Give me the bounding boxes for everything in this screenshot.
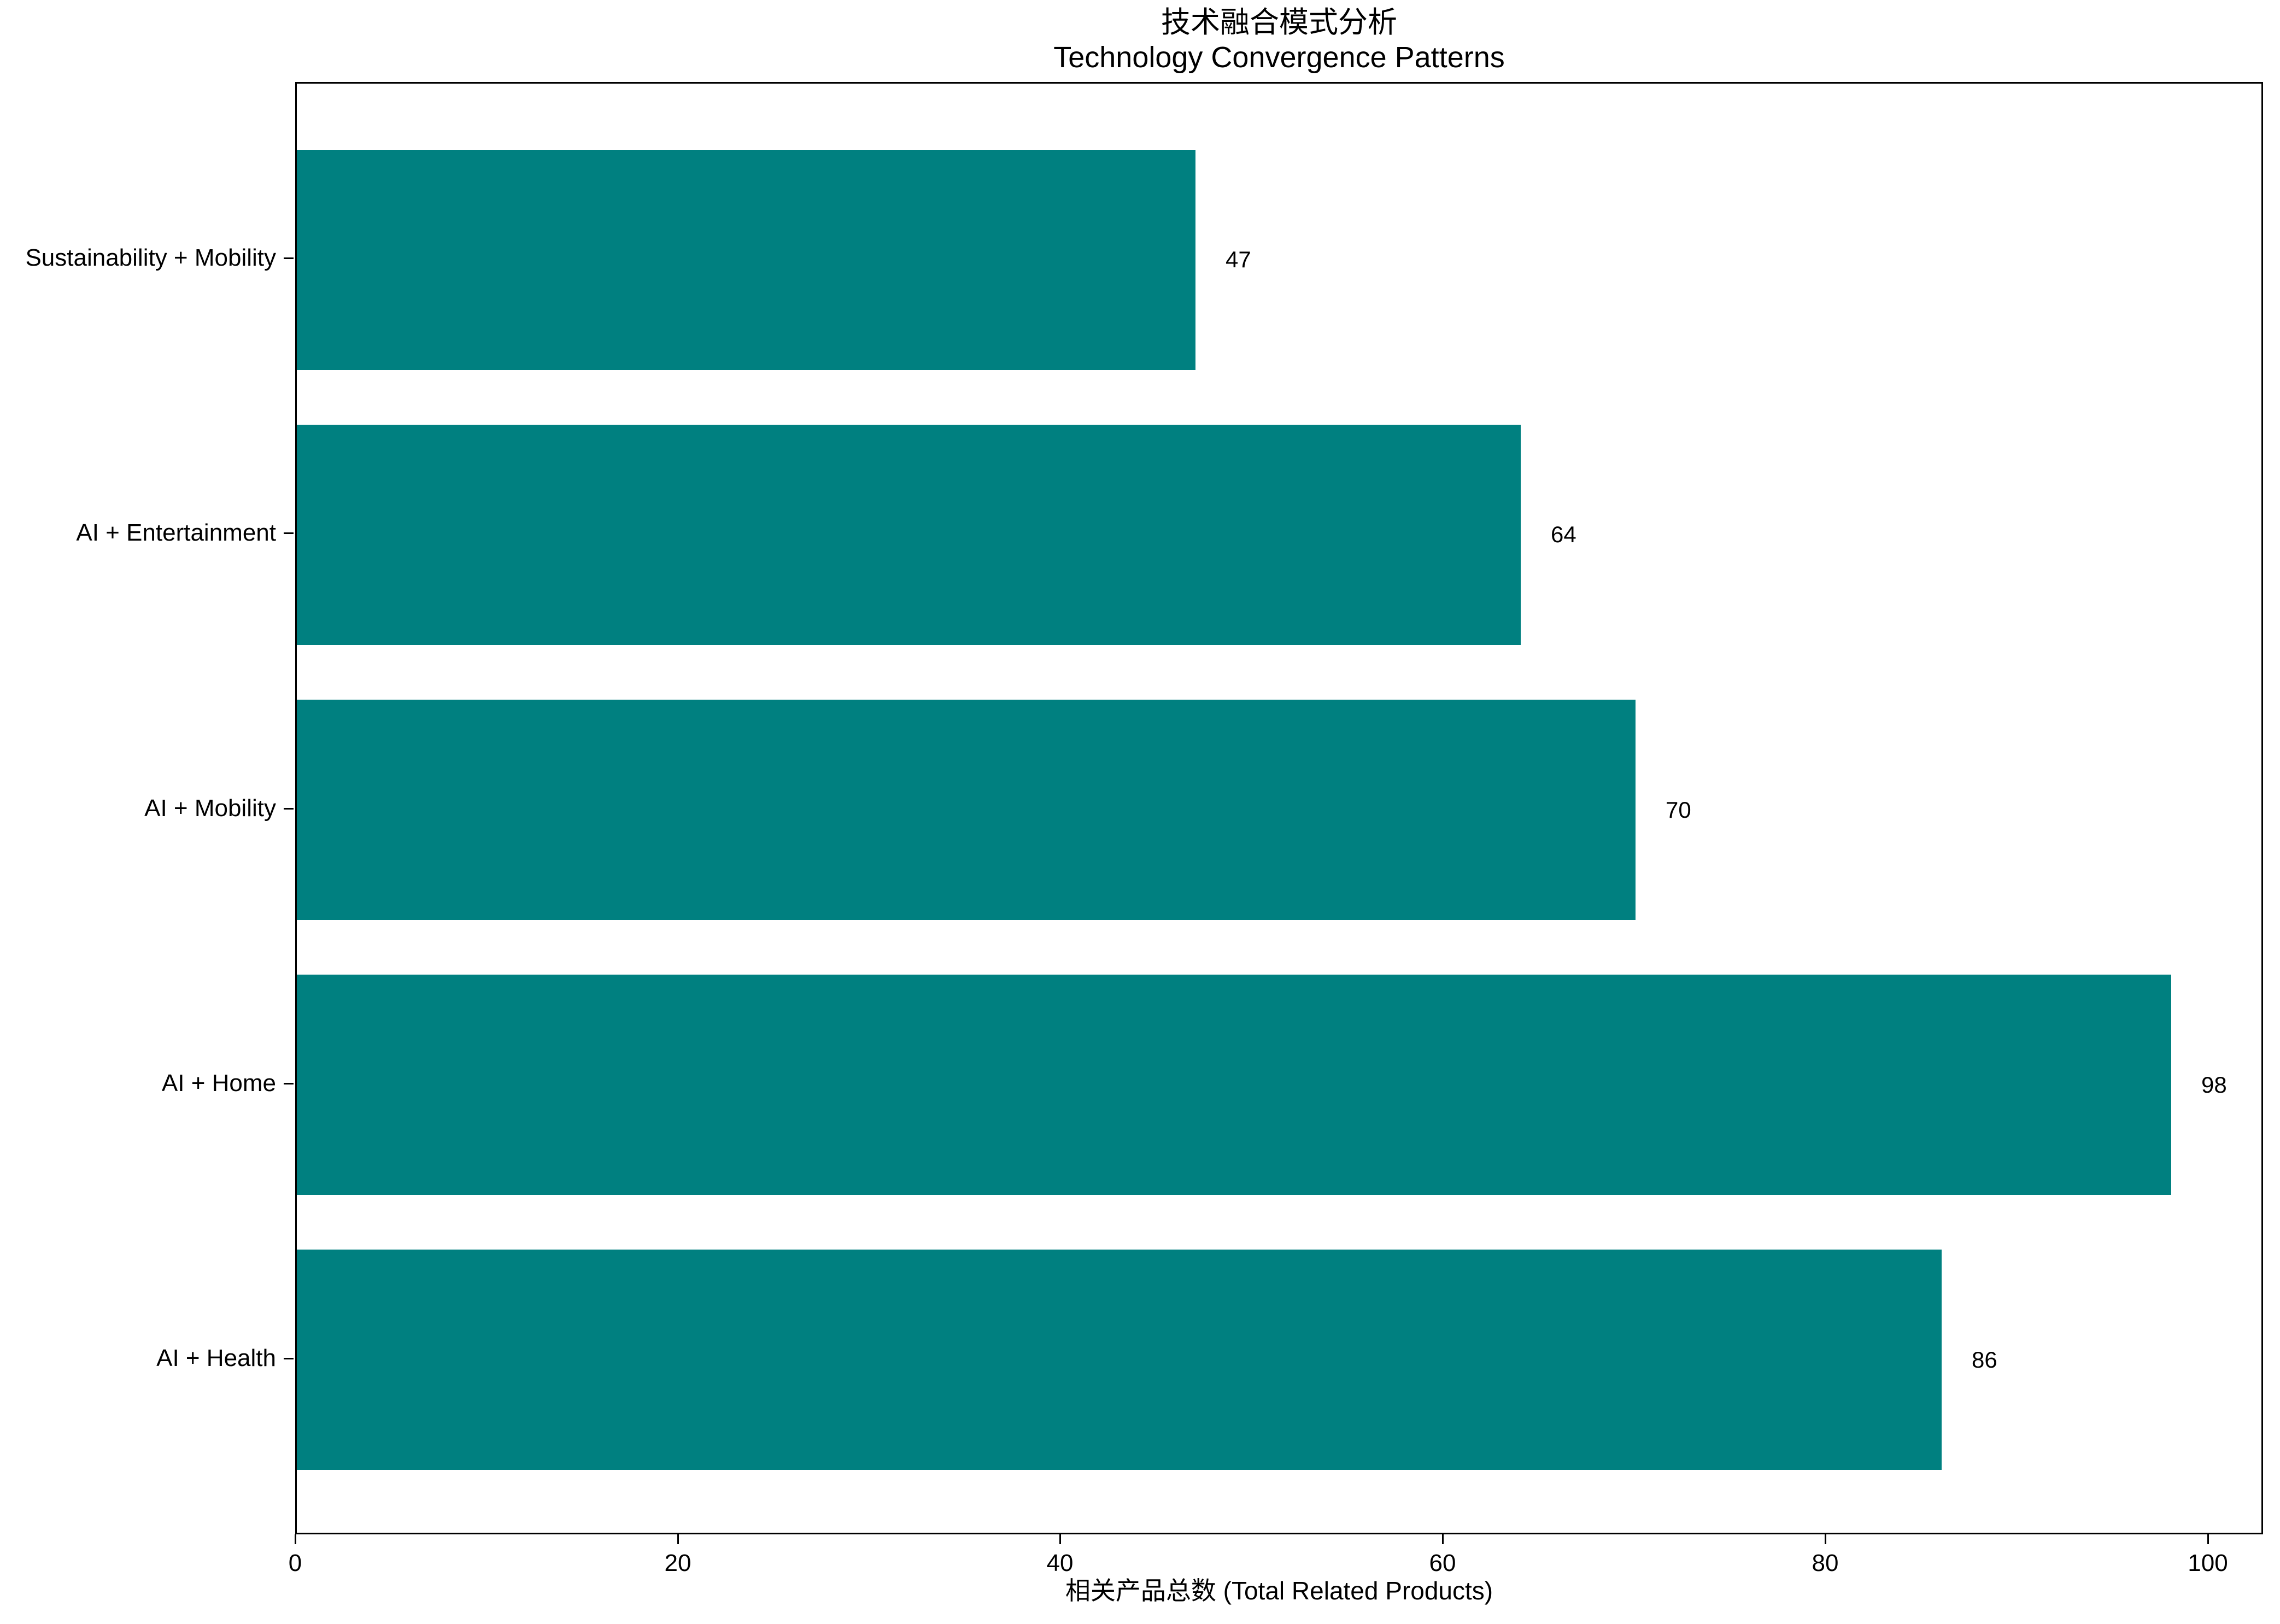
- y-tick-label-ai-health: AI + Health: [156, 1345, 276, 1371]
- y-tick-label-ai-mobility: AI + Mobility: [144, 795, 276, 822]
- y-tick-mark: [284, 257, 294, 259]
- plot-area: 47 64 70 98 86: [295, 82, 2263, 1534]
- x-tick-label-100: 100: [2188, 1550, 2228, 1576]
- x-tick-mark: [2207, 1534, 2209, 1544]
- bar-value-label-ai-home: 98: [2201, 1072, 2227, 1098]
- y-tick-mark: [284, 1083, 294, 1084]
- bar-ai-mobility: [297, 700, 1636, 920]
- x-tick-mark: [295, 1534, 296, 1544]
- bar-ai-home: [297, 975, 2171, 1195]
- chart-title-en: Technology Convergence Patterns: [1053, 41, 1505, 74]
- x-tick-label-60: 60: [1429, 1550, 1456, 1576]
- bar-sustainability-mobility: [297, 150, 1195, 370]
- x-tick-mark: [1059, 1534, 1061, 1544]
- bar-value-label-ai-health: 86: [1972, 1347, 1997, 1373]
- bar-value-label-ai-mobility: 70: [1666, 797, 1691, 823]
- y-tick-mark: [284, 808, 294, 810]
- bar-ai-health: [297, 1250, 1942, 1470]
- bar-value-label-ai-entertainment: 64: [1551, 521, 1576, 547]
- y-tick-mark: [284, 532, 294, 534]
- y-tick-mark: [284, 1358, 294, 1359]
- x-tick-mark: [1825, 1534, 1826, 1544]
- chart-title: 技术融合模式分析 Technology Convergence Patterns: [295, 4, 2263, 74]
- x-tick-label-40: 40: [1046, 1550, 1074, 1576]
- y-tick-label-sustainability-mobility: Sustainability + Mobility: [25, 244, 276, 271]
- x-tick-label-80: 80: [1812, 1550, 1839, 1576]
- x-axis-label: 相关产品总数 (Total Related Products): [1065, 1576, 1493, 1605]
- x-tick-mark: [1442, 1534, 1444, 1544]
- bar-ai-entertainment: [297, 425, 1521, 645]
- chart-title-zh: 技术融合模式分析: [1161, 6, 1397, 39]
- y-tick-label-ai-home: AI + Home: [161, 1070, 276, 1097]
- x-tick-label-0: 0: [288, 1550, 302, 1576]
- x-tick-label-20: 20: [664, 1550, 691, 1576]
- y-tick-label-ai-entertainment: AI + Entertainment: [76, 519, 276, 546]
- x-tick-mark: [677, 1534, 679, 1544]
- bar-value-label-sustainability-mobility: 47: [1226, 247, 1251, 272]
